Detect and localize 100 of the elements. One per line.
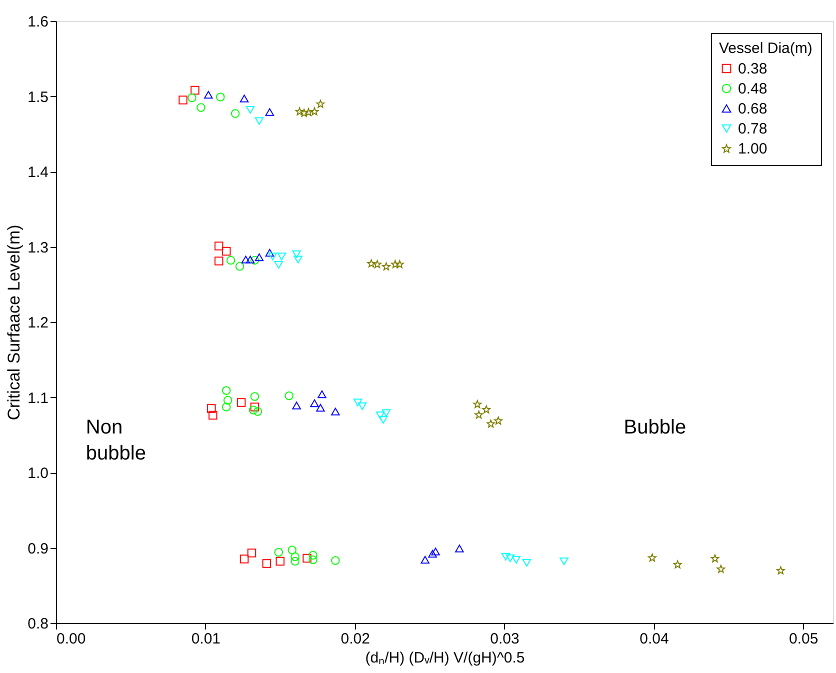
y-tick-label: 1.3 <box>28 239 48 256</box>
legend-label: 1.00 <box>738 140 768 158</box>
point <box>331 556 340 565</box>
point <box>288 546 296 554</box>
point <box>486 420 496 428</box>
point <box>247 548 256 558</box>
point <box>512 556 521 564</box>
x-axis-title: (dₙ/H) (Dᵥ/H) V/(gH)^0.5 <box>365 650 525 666</box>
point <box>241 256 250 264</box>
point <box>482 405 491 414</box>
x-tick-label: 0.00 <box>56 630 86 648</box>
point <box>214 242 224 250</box>
point <box>378 416 388 424</box>
point <box>268 252 278 260</box>
point <box>222 402 231 412</box>
point <box>308 555 318 564</box>
point <box>506 554 515 562</box>
point <box>246 256 255 264</box>
point <box>223 396 232 405</box>
point <box>265 248 274 257</box>
point <box>277 252 286 260</box>
point <box>501 552 510 561</box>
point <box>382 262 390 270</box>
point <box>248 406 258 414</box>
y-tick-label: 1.0 <box>28 465 48 482</box>
y-tick-label: 1.5 <box>28 88 48 106</box>
point <box>274 260 284 269</box>
point <box>294 256 302 264</box>
point <box>178 96 188 104</box>
point <box>188 93 196 102</box>
point <box>207 404 216 413</box>
point <box>310 107 319 116</box>
legend-label: 0.78 <box>738 120 768 138</box>
point <box>236 398 246 407</box>
y-axis-title: Critical Surfaace Level(m) <box>4 224 24 420</box>
point <box>373 260 382 268</box>
point <box>226 256 236 265</box>
y-tick-label: 0.8 <box>28 616 48 632</box>
point <box>302 554 312 563</box>
y-tick-label: 1.1 <box>28 390 48 407</box>
point <box>290 552 300 562</box>
annotation: Bubble <box>624 416 686 438</box>
point <box>316 404 325 412</box>
annotation: Non bubble <box>86 416 146 464</box>
point <box>391 260 400 268</box>
point <box>190 86 200 95</box>
point <box>246 106 255 114</box>
y-tick-label: 0.9 <box>28 540 48 558</box>
point <box>431 548 440 556</box>
point <box>290 556 300 566</box>
point <box>250 256 260 265</box>
point <box>494 416 502 425</box>
legend-label: 0.38 <box>738 60 768 78</box>
point <box>240 554 249 564</box>
point <box>235 262 244 271</box>
point <box>262 559 272 568</box>
point <box>522 558 532 567</box>
point <box>367 259 376 268</box>
legend-label: 0.68 <box>738 100 768 118</box>
point <box>776 566 785 574</box>
y-tick-label: 1.6 <box>28 14 48 30</box>
point <box>214 256 224 266</box>
point <box>382 409 391 417</box>
point <box>265 108 274 116</box>
x-tick-label: 0.04 <box>640 630 669 648</box>
point <box>208 410 218 420</box>
point <box>230 109 240 118</box>
point <box>316 100 325 108</box>
point <box>222 386 231 395</box>
y-tick-label: 1.2 <box>28 314 48 332</box>
point <box>716 564 726 573</box>
point <box>473 400 482 408</box>
point <box>304 108 313 116</box>
point <box>276 556 285 566</box>
point <box>284 391 294 400</box>
point <box>395 260 404 268</box>
x-tick-label: 0.03 <box>490 630 520 648</box>
point <box>204 90 213 99</box>
point <box>358 402 367 410</box>
point <box>222 246 231 256</box>
point <box>353 398 362 406</box>
point <box>376 411 385 420</box>
point <box>455 544 464 552</box>
point <box>250 402 260 412</box>
point <box>295 107 304 116</box>
point <box>250 392 260 401</box>
point <box>420 556 430 564</box>
point <box>474 410 484 419</box>
point <box>318 390 326 398</box>
y-tick-label: 1.4 <box>28 164 48 181</box>
point <box>253 407 262 416</box>
point <box>274 548 284 557</box>
legend-label: 0.48 <box>738 80 768 98</box>
point <box>254 117 264 125</box>
point <box>648 554 656 562</box>
point <box>310 399 319 408</box>
point <box>673 560 682 568</box>
point <box>216 92 225 102</box>
point <box>300 108 308 117</box>
point <box>196 103 206 112</box>
